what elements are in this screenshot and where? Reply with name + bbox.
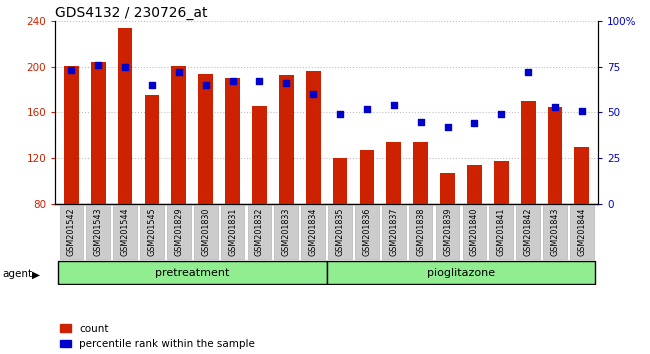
FancyBboxPatch shape <box>570 205 593 259</box>
FancyBboxPatch shape <box>248 205 271 259</box>
Bar <box>413 142 428 204</box>
Point <box>577 108 587 113</box>
FancyBboxPatch shape <box>382 205 406 259</box>
FancyBboxPatch shape <box>355 205 379 259</box>
Point <box>415 119 426 124</box>
Bar <box>333 158 348 204</box>
Point <box>389 102 399 108</box>
Bar <box>494 161 509 204</box>
FancyBboxPatch shape <box>113 205 137 259</box>
Bar <box>144 95 159 204</box>
Text: pretreatment: pretreatment <box>155 268 229 278</box>
Point <box>66 68 77 73</box>
Bar <box>64 66 79 204</box>
Point <box>120 64 130 70</box>
Text: GSM201844: GSM201844 <box>577 208 586 256</box>
Point <box>227 79 238 84</box>
Bar <box>198 74 213 204</box>
Point <box>443 124 453 130</box>
Text: GSM201545: GSM201545 <box>148 207 157 256</box>
FancyBboxPatch shape <box>543 205 567 259</box>
FancyBboxPatch shape <box>86 205 110 259</box>
Text: GSM201836: GSM201836 <box>363 208 371 256</box>
Text: GSM201842: GSM201842 <box>524 207 532 256</box>
Text: GSM201839: GSM201839 <box>443 207 452 256</box>
Bar <box>306 72 320 204</box>
Text: GSM201543: GSM201543 <box>94 207 103 256</box>
Bar <box>359 150 374 204</box>
Text: GSM201833: GSM201833 <box>282 208 291 256</box>
Text: GDS4132 / 230726_at: GDS4132 / 230726_at <box>55 6 208 20</box>
FancyBboxPatch shape <box>436 205 460 259</box>
Bar <box>172 66 187 204</box>
FancyBboxPatch shape <box>58 261 326 284</box>
Point <box>496 112 506 117</box>
Text: GSM201841: GSM201841 <box>497 208 506 256</box>
FancyBboxPatch shape <box>516 205 540 259</box>
FancyBboxPatch shape <box>302 205 325 259</box>
Text: GSM201843: GSM201843 <box>551 208 560 256</box>
Point <box>147 82 157 88</box>
Bar <box>467 165 482 204</box>
Point <box>362 106 372 112</box>
Text: agent: agent <box>2 269 32 279</box>
Point <box>281 80 291 86</box>
FancyBboxPatch shape <box>221 205 244 259</box>
FancyBboxPatch shape <box>60 205 83 259</box>
Text: GSM201831: GSM201831 <box>228 208 237 256</box>
Text: GSM201834: GSM201834 <box>309 208 318 256</box>
FancyBboxPatch shape <box>326 261 595 284</box>
Text: ▶: ▶ <box>32 269 40 279</box>
Text: GSM201835: GSM201835 <box>335 207 345 256</box>
Text: pioglitazone: pioglitazone <box>427 268 495 278</box>
Text: GSM201544: GSM201544 <box>121 207 129 256</box>
Text: GSM201542: GSM201542 <box>67 207 76 256</box>
FancyBboxPatch shape <box>274 205 298 259</box>
Legend: count, percentile rank within the sample: count, percentile rank within the sample <box>60 324 255 349</box>
FancyBboxPatch shape <box>140 205 164 259</box>
Text: GSM201840: GSM201840 <box>470 208 479 256</box>
Text: GSM201830: GSM201830 <box>202 208 210 256</box>
Bar <box>521 101 536 204</box>
Text: GSM201838: GSM201838 <box>416 208 425 256</box>
Point <box>550 104 560 110</box>
Bar <box>252 105 267 204</box>
Bar <box>225 78 240 204</box>
FancyBboxPatch shape <box>167 205 190 259</box>
Point <box>523 69 534 75</box>
Point <box>174 69 184 75</box>
Point <box>254 79 265 84</box>
Point <box>469 120 480 126</box>
Text: GSM201829: GSM201829 <box>174 207 183 256</box>
Text: GSM201837: GSM201837 <box>389 207 398 256</box>
Point <box>308 91 318 97</box>
Text: GSM201832: GSM201832 <box>255 207 264 256</box>
Point <box>200 82 211 88</box>
FancyBboxPatch shape <box>328 205 352 259</box>
Bar <box>386 142 401 204</box>
Bar <box>279 75 294 204</box>
Bar <box>440 173 455 204</box>
Bar <box>118 28 133 204</box>
FancyBboxPatch shape <box>194 205 218 259</box>
Point <box>335 112 345 117</box>
FancyBboxPatch shape <box>489 205 513 259</box>
FancyBboxPatch shape <box>463 205 486 259</box>
FancyBboxPatch shape <box>409 205 432 259</box>
Bar <box>575 147 590 204</box>
Bar <box>91 62 106 204</box>
Bar <box>547 107 562 204</box>
Point <box>93 62 103 68</box>
